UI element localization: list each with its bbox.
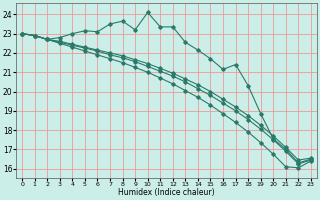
X-axis label: Humidex (Indice chaleur): Humidex (Indice chaleur) xyxy=(118,188,215,197)
